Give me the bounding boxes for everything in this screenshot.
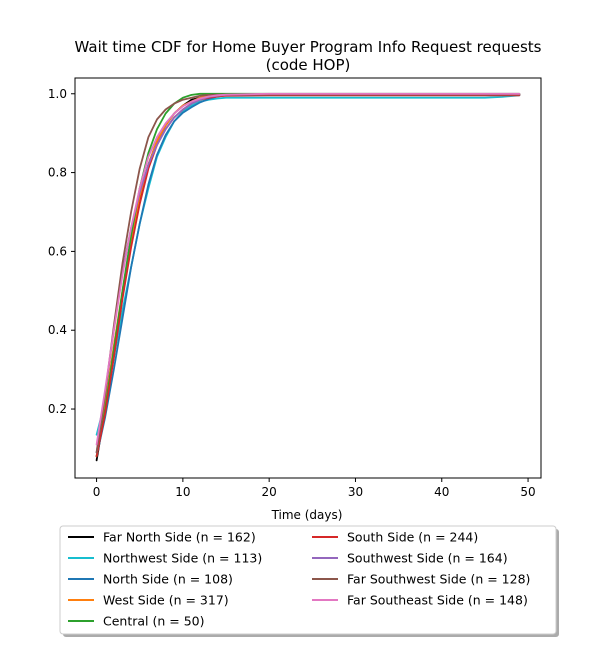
series-line-8 [95, 92, 521, 446]
plot-frame [74, 77, 542, 479]
legend-label: North Side (n = 108) [103, 572, 233, 587]
legend-box [59, 525, 557, 635]
y-tick-label: 0.2 [48, 402, 67, 416]
x-axis: 0 10 20 30 40 50 [93, 478, 536, 499]
y-tick-label: 0.6 [48, 244, 67, 258]
x-tick-label: 0 [93, 485, 101, 499]
legend: Far North Side (n = 162) Northwest Side (… [59, 525, 559, 637]
x-tick-label: 50 [520, 485, 535, 499]
y-axis: 0.2 0.4 0.6 0.8 1.0 [48, 87, 75, 416]
legend-label: West Side (n = 317) [103, 593, 229, 608]
legend-label: Far Southwest Side (n = 128) [347, 572, 530, 587]
y-tick-label: 1.0 [48, 87, 67, 101]
y-tick-label: 0.8 [48, 166, 67, 180]
legend-items: Far North Side (n = 162) Northwest Side (… [68, 530, 530, 629]
legend-label: South Side (n = 244) [347, 530, 478, 545]
x-tick-label: 40 [434, 485, 449, 499]
legend-label: Northwest Side (n = 113) [103, 551, 262, 566]
plot-lines [95, 92, 521, 462]
x-tick-label: 20 [262, 485, 277, 499]
chart-title: Wait time CDF for Home Buyer Program Inf… [75, 38, 542, 56]
x-axis-label: Time (days) [271, 508, 343, 522]
chart-subtitle: (code HOP) [266, 56, 351, 74]
x-tick-label: 30 [348, 485, 363, 499]
legend-label: Far Southeast Side (n = 148) [347, 593, 528, 608]
legend-label: Southwest Side (n = 164) [347, 551, 508, 566]
y-tick-label: 0.4 [48, 323, 67, 337]
legend-label: Central (n = 50) [103, 614, 205, 629]
legend-label: Far North Side (n = 162) [103, 530, 256, 545]
x-tick-label: 10 [175, 485, 190, 499]
